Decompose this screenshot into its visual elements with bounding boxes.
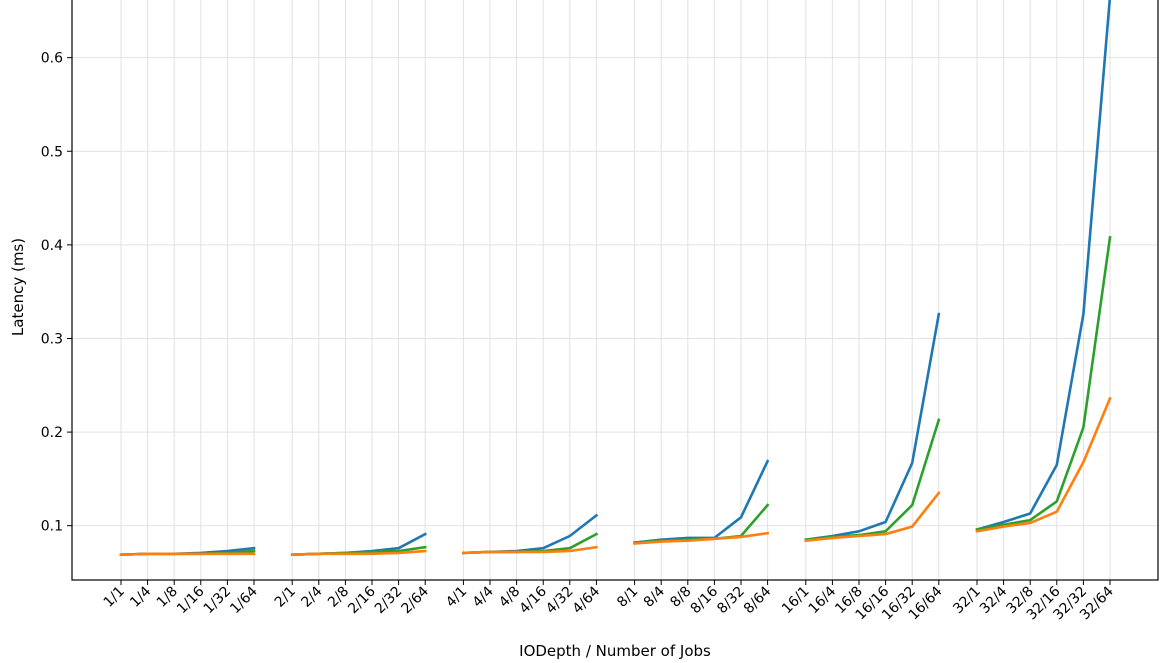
x-tick-label: 32/4 — [977, 583, 1011, 617]
x-tick-label: 8/64 — [741, 583, 775, 617]
y-tick-label: 0.1 — [41, 519, 63, 535]
x-axis-label: IODepth / Number of Jobs — [519, 642, 711, 660]
series-line-segment — [804, 418, 941, 542]
y-tick-label: 0.5 — [41, 144, 63, 160]
series-3 — [119, 396, 1112, 557]
plot-frame — [71, 0, 1159, 581]
x-tick-label: 8/32 — [714, 584, 748, 618]
series-line-segment — [804, 491, 941, 543]
x-tick-label: 1/4 — [127, 583, 154, 610]
series-line-segment — [290, 549, 427, 557]
x-tick-label: 2/16 — [345, 583, 379, 617]
grid — [72, 0, 1158, 580]
x-tick-label: 4/16 — [516, 583, 550, 617]
series-lines — [119, 0, 1112, 557]
series-2 — [119, 235, 1112, 557]
x-tick-label: 4/64 — [570, 583, 604, 617]
x-tick-label: 16/4 — [806, 583, 840, 617]
y-axis-label: Latency (ms) — [9, 238, 27, 336]
series-1 — [119, 0, 1112, 557]
x-tick-label: 8/1 — [614, 584, 641, 611]
series-line-segment — [975, 396, 1112, 533]
x-tick-label: 2/32 — [372, 584, 406, 618]
y-tick-label: 0.2 — [41, 425, 63, 441]
x-tick-label: 2/64 — [398, 583, 432, 617]
series-line-segment — [975, 0, 1112, 532]
x-tick-label: 32/1 — [950, 584, 984, 618]
x-tick-label: 1/16 — [174, 583, 208, 617]
series-line-segment — [119, 552, 256, 557]
series-line-segment — [975, 235, 1112, 532]
x-tick-label: 4/4 — [470, 583, 497, 610]
y-tick-label: 0.6 — [41, 51, 63, 67]
x-tick-label: 2/1 — [272, 584, 299, 611]
series-line-segment — [462, 545, 598, 555]
series-line-segment — [804, 312, 941, 542]
y-tick-label: 0.3 — [41, 331, 63, 347]
x-tick-label: 16/1 — [779, 584, 813, 618]
series-line-segment — [633, 459, 770, 545]
x-tick-label: 1/1 — [101, 584, 128, 611]
x-tick-label: 8/4 — [641, 583, 668, 610]
series-line-segment — [462, 513, 599, 555]
x-tick-label: 1/64 — [227, 583, 261, 617]
y-tick-label: 0.4 — [41, 238, 63, 254]
x-tick-label: 8/16 — [688, 583, 722, 617]
series-line-segment — [633, 531, 770, 545]
x-tick-label: 4/1 — [443, 584, 470, 611]
axis-ticks: 1/1 1/4 1/81/161/321/64 2/1 2/4 2/82/162/322/… — [41, 51, 1117, 624]
x-tick-label: 1/32 — [201, 584, 235, 618]
x-tick-label: 2/4 — [298, 583, 325, 610]
x-tick-label: 4/32 — [543, 584, 577, 618]
